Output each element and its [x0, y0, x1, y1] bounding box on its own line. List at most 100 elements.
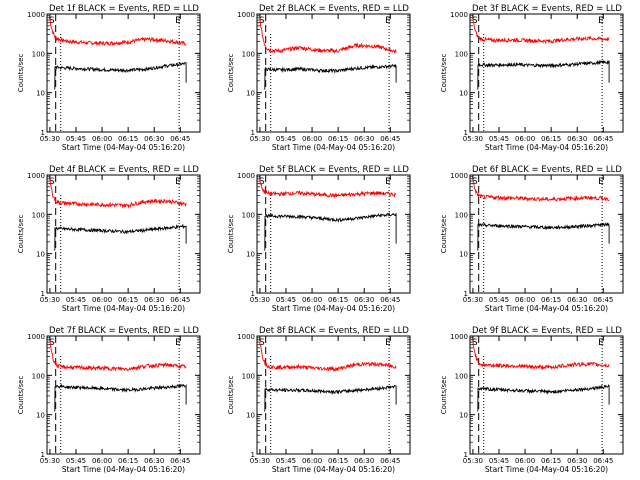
y-tick-label: 1000: [27, 172, 45, 180]
y-tick-label: 100: [455, 372, 468, 380]
x-axis-label: Start Time (04-May-04 05:16:20): [272, 304, 395, 313]
series-lld-red: [49, 178, 187, 209]
x-tick-label: 06:45: [593, 135, 613, 143]
start-marker-label: S: [472, 177, 478, 187]
plot-frame: [46, 335, 201, 455]
series-lld-red: [472, 339, 610, 371]
y-axis-label: Counts/sec: [440, 215, 448, 254]
panel-det-6: Det 6f BLACK = Events, RED = LLD 1 10 100 10…: [440, 165, 624, 313]
x-tick-label: 06:00: [302, 457, 322, 465]
y-tick-label: 1000: [237, 11, 255, 19]
y-tick-label: 10: [36, 90, 45, 98]
x-tick-label: 06:15: [541, 457, 561, 465]
x-tick-label: 05:45: [66, 296, 86, 304]
panel-det-4: Det 4f BLACK = Events, RED = LLD 1 10 100 10…: [17, 165, 201, 313]
y-tick-label: 10: [459, 412, 468, 420]
y-tick-label: 1000: [27, 333, 45, 341]
y-tick-label: 100: [242, 211, 255, 219]
y-tick-label: 1: [464, 290, 468, 298]
x-tick-label: 06:45: [170, 296, 190, 304]
y-axis-label: Counts/sec: [227, 54, 235, 93]
x-tick-label: 05:30: [463, 457, 483, 465]
x-tick-label: 06:00: [92, 457, 112, 465]
series-events-black: [264, 212, 397, 251]
y-axis-label: Counts/sec: [17, 54, 25, 93]
x-tick-label: 06:45: [380, 296, 400, 304]
x-tick-label: 06:30: [354, 457, 374, 465]
x-tick-label: 06:30: [354, 296, 374, 304]
panel-title: Det 4f BLACK = Events, RED = LLD: [49, 165, 199, 175]
start-marker-label: S: [49, 16, 55, 26]
y-tick-label: 10: [36, 251, 45, 259]
x-axis-label: Start Time (04-May-04 05:16:20): [485, 143, 608, 152]
x-tick-label: 06:00: [302, 296, 322, 304]
plot-frame: [469, 335, 624, 455]
series-events-black: [54, 383, 187, 412]
x-tick-label: 06:45: [380, 457, 400, 465]
panel-title: Det 8f BLACK = Events, RED = LLD: [259, 326, 409, 336]
x-tick-label: 06:30: [567, 135, 587, 143]
y-tick-label: 1: [251, 129, 255, 137]
x-tick-label: 05:30: [40, 135, 60, 143]
y-tick-label: 1: [251, 451, 255, 459]
y-tick-label: 100: [32, 372, 45, 380]
x-axis-label: Start Time (04-May-04 05:16:20): [62, 304, 185, 313]
y-tick-label: 1000: [27, 11, 45, 19]
x-tick-label: 05:45: [489, 457, 509, 465]
y-tick-label: 100: [32, 211, 45, 219]
x-tick-label: 05:45: [489, 135, 509, 143]
y-tick-label: 1: [251, 290, 255, 298]
y-axis-label: Counts/sec: [440, 54, 448, 93]
y-tick-label: 10: [246, 90, 255, 98]
end-marker-label: E: [598, 16, 604, 26]
panel-det-5: Det 5f BLACK = Events, RED = LLD 1 10 100 10…: [227, 165, 411, 313]
x-tick-label: 06:00: [515, 135, 535, 143]
y-tick-label: 10: [459, 90, 468, 98]
x-tick-label: 06:00: [515, 296, 535, 304]
plot-frame: [469, 13, 624, 133]
end-marker-label: E: [175, 177, 181, 187]
panel-title: Det 6f BLACK = Events, RED = LLD: [472, 165, 622, 175]
x-tick-label: 06:00: [302, 135, 322, 143]
x-tick-label: 05:30: [250, 457, 270, 465]
x-tick-label: 05:45: [276, 296, 296, 304]
series-lld-red: [472, 17, 610, 45]
panel-title: Det 3f BLACK = Events, RED = LLD: [472, 4, 622, 14]
panel-title: Det 2f BLACK = Events, RED = LLD: [259, 4, 409, 14]
panel-det-7: Det 7f BLACK = Events, RED = LLD 1 10 100 10…: [17, 326, 201, 474]
plot-frame: [469, 174, 624, 294]
end-marker-label: E: [385, 16, 391, 26]
series-events-black: [264, 384, 397, 412]
y-tick-label: 1: [464, 129, 468, 137]
y-tick-label: 1000: [237, 172, 255, 180]
x-tick-label: 06:45: [593, 457, 613, 465]
y-tick-label: 100: [242, 372, 255, 380]
panel-title: Det 7f BLACK = Events, RED = LLD: [49, 326, 199, 336]
x-tick-label: 06:45: [380, 135, 400, 143]
end-marker-label: E: [598, 177, 604, 187]
y-axis-label: Counts/sec: [227, 376, 235, 415]
x-tick-label: 06:15: [328, 457, 348, 465]
start-marker-label: S: [49, 338, 55, 348]
panel-det-3: Det 3f BLACK = Events, RED = LLD 1 10 100 10…: [440, 4, 624, 152]
panel-det-9: Det 9f BLACK = Events, RED = LLD 1 10 100 10…: [440, 326, 624, 474]
x-axis-label: Start Time (04-May-04 05:16:20): [272, 465, 395, 474]
series-events-black: [264, 63, 397, 90]
x-tick-label: 05:30: [463, 135, 483, 143]
series-events-black: [477, 59, 610, 90]
x-tick-label: 05:30: [40, 296, 60, 304]
x-axis-label: Start Time (04-May-04 05:16:20): [62, 465, 185, 474]
y-tick-label: 100: [32, 50, 45, 58]
x-tick-label: 06:30: [144, 135, 164, 143]
x-axis-label: Start Time (04-May-04 05:16:20): [485, 465, 608, 474]
start-marker-label: S: [259, 177, 265, 187]
end-marker-label: E: [175, 338, 181, 348]
x-tick-label: 06:00: [515, 457, 535, 465]
y-tick-label: 1000: [237, 333, 255, 341]
series-lld-red: [49, 340, 187, 372]
x-tick-label: 06:30: [567, 457, 587, 465]
series-events-black: [54, 223, 187, 251]
y-axis-label: Counts/sec: [227, 215, 235, 254]
x-tick-label: 06:15: [118, 457, 138, 465]
